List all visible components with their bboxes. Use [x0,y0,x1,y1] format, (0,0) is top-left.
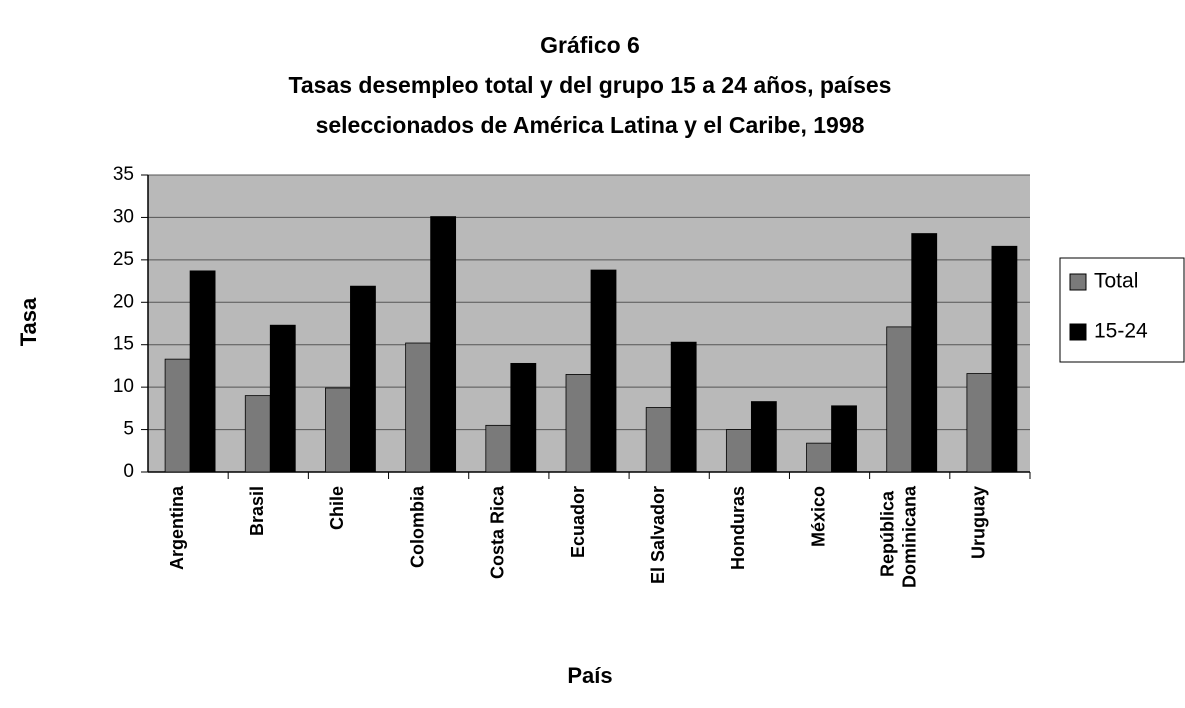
x-tick-label-line: República [877,486,897,577]
x-tick-label: México [808,486,828,547]
x-axis-label: País [567,663,612,688]
x-tick-label: Ecuador [568,486,588,558]
bar [350,285,376,473]
bar [831,405,857,473]
legend-label: Total [1094,270,1138,293]
x-tick-label: Uruguay [969,486,989,559]
chart-subtitle: seleccionados de América Latina y el Car… [316,112,865,138]
bar [750,401,777,473]
x-tick-label-line: Dominicana [899,485,919,588]
legend-swatch [1069,323,1087,341]
y-tick-label: 35 [113,164,134,185]
bar [430,216,457,473]
bar [325,387,351,473]
y-tick-label: 25 [113,249,134,270]
x-tick-label: Honduras [728,486,748,570]
y-tick-label: 15 [113,334,134,355]
bar [911,233,938,473]
y-tick-label: 30 [113,206,134,227]
bar [806,442,832,473]
y-tick-label: 0 [123,461,134,482]
x-tick-label: El Salvador [648,486,668,584]
legend-swatch [1069,273,1087,291]
chart-title: Gráfico 6 [540,32,640,58]
bar [725,429,752,473]
y-tick-label: 20 [113,291,134,312]
y-tick-label: 5 [123,419,134,440]
x-tick-label: Brasil [247,486,267,536]
bar [645,407,672,473]
x-tick-label: Chile [327,486,347,530]
x-tick-label: República Dominicana [877,485,919,588]
y-tick-label: 10 [113,376,134,397]
y-axis-label: Tasa [16,297,41,346]
x-tick-label: Argentina [167,485,187,570]
bar [269,324,296,473]
chart-subtitle: Tasas desempleo total y del grupo 15 a 2… [289,72,892,98]
bar [510,362,537,473]
bar [189,270,216,473]
bar [590,269,617,473]
legend-label: 15-24 [1094,320,1148,343]
bar [565,374,592,473]
bar [485,424,512,473]
bar [405,342,432,473]
bar [164,358,191,473]
bar [991,245,1018,473]
bar [886,326,913,473]
x-tick-label: Colombia [407,485,427,568]
bar [244,395,271,473]
bar [966,373,993,473]
x-tick-label: Costa Rica [488,485,508,579]
bar [670,341,697,473]
